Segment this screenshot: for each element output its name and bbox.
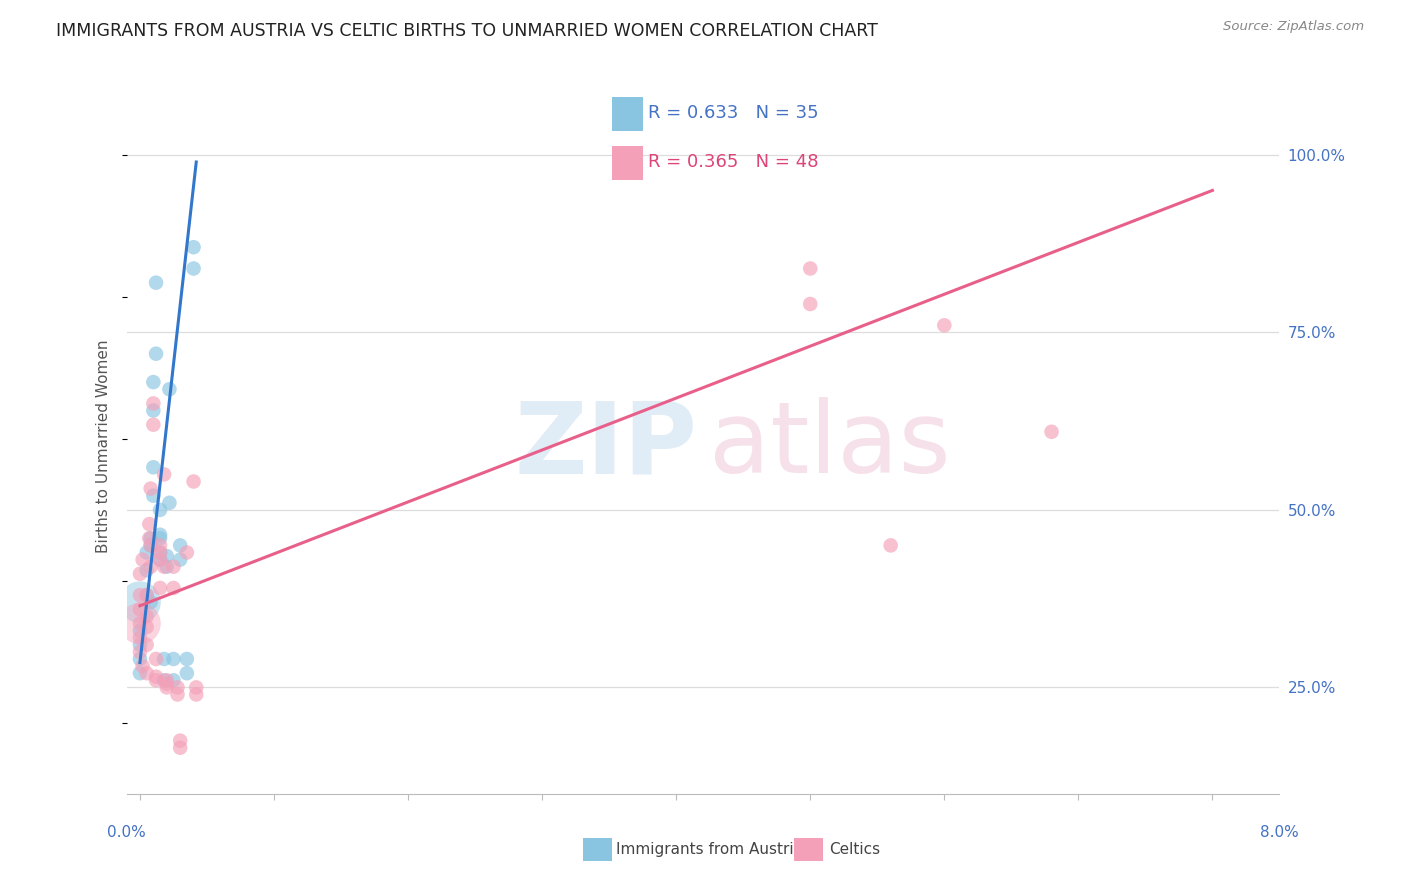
Point	[176, 652, 198, 666]
Point	[1040, 425, 1063, 439]
Text: atlas: atlas	[709, 398, 950, 494]
Point	[129, 624, 152, 638]
Text: Immigrants from Austria: Immigrants from Austria	[616, 842, 803, 856]
Point	[129, 645, 152, 659]
Text: IMMIGRANTS FROM AUSTRIA VS CELTIC BIRTHS TO UNMARRIED WOMEN CORRELATION CHART: IMMIGRANTS FROM AUSTRIA VS CELTIC BIRTHS…	[56, 22, 879, 40]
Point	[139, 482, 162, 496]
Point	[176, 545, 198, 559]
Point	[139, 538, 162, 552]
Point	[156, 559, 179, 574]
Point	[149, 545, 172, 559]
Point	[135, 638, 157, 652]
Point	[131, 552, 153, 566]
Point	[129, 566, 152, 581]
Point	[162, 581, 184, 595]
Point	[166, 688, 188, 702]
Point	[139, 538, 162, 552]
Point	[159, 496, 181, 510]
Point	[149, 581, 172, 595]
Point	[169, 538, 191, 552]
Point	[799, 297, 821, 311]
Point	[142, 417, 165, 432]
Point	[156, 677, 179, 691]
Point	[129, 666, 152, 681]
Point	[162, 559, 184, 574]
Point	[138, 517, 160, 532]
Point	[129, 631, 152, 645]
Point	[156, 681, 179, 695]
Point	[145, 670, 167, 684]
Y-axis label: Births to Unmarried Women: Births to Unmarried Women	[96, 339, 111, 553]
Point	[186, 688, 208, 702]
Point	[153, 673, 176, 688]
Point	[149, 552, 172, 566]
Point	[135, 563, 157, 577]
Point	[138, 531, 160, 545]
Point	[129, 588, 152, 602]
Point	[149, 527, 172, 541]
Text: 0.0%: 0.0%	[107, 825, 146, 840]
Point	[129, 595, 152, 609]
Point	[139, 595, 162, 609]
Point	[135, 609, 157, 624]
Point	[162, 652, 184, 666]
Point	[142, 460, 165, 475]
Point	[129, 652, 152, 666]
Point	[934, 318, 956, 333]
Text: Source: ZipAtlas.com: Source: ZipAtlas.com	[1223, 20, 1364, 33]
Point	[169, 740, 191, 755]
Point	[129, 616, 152, 631]
Point	[149, 545, 172, 559]
Point	[169, 552, 191, 566]
Point	[183, 261, 205, 276]
Point	[145, 276, 167, 290]
Point	[145, 347, 167, 361]
Point	[166, 681, 188, 695]
Text: Celtics: Celtics	[830, 842, 880, 856]
Point	[799, 261, 821, 276]
Text: R = 0.365   N = 48: R = 0.365 N = 48	[648, 153, 818, 171]
Text: R = 0.633   N = 35: R = 0.633 N = 35	[648, 104, 818, 122]
Point	[176, 666, 198, 681]
Point	[135, 666, 157, 681]
Point	[153, 467, 176, 482]
Point	[879, 538, 901, 552]
Point	[129, 616, 152, 631]
Point	[145, 652, 167, 666]
Point	[145, 673, 167, 688]
Point	[129, 638, 152, 652]
Text: ZIP: ZIP	[515, 398, 697, 494]
Point	[153, 559, 176, 574]
Point	[142, 396, 165, 410]
Point	[156, 673, 179, 688]
Point	[149, 503, 172, 517]
Point	[153, 652, 176, 666]
Point	[156, 549, 179, 563]
Point	[142, 489, 165, 503]
Point	[129, 602, 152, 616]
Point	[139, 531, 162, 545]
Point	[159, 382, 181, 396]
Point	[135, 588, 157, 602]
Point	[183, 240, 205, 254]
Point	[142, 403, 165, 417]
Text: 8.0%: 8.0%	[1260, 825, 1299, 840]
Point	[131, 659, 153, 673]
Point	[149, 538, 172, 552]
Point	[149, 552, 172, 566]
Point	[142, 375, 165, 389]
Point	[186, 681, 208, 695]
Point	[149, 531, 172, 545]
Point	[183, 475, 205, 489]
Point	[162, 673, 184, 688]
Point	[139, 559, 162, 574]
Point	[135, 545, 157, 559]
Point	[135, 620, 157, 634]
Point	[169, 733, 191, 747]
Point	[135, 588, 157, 602]
